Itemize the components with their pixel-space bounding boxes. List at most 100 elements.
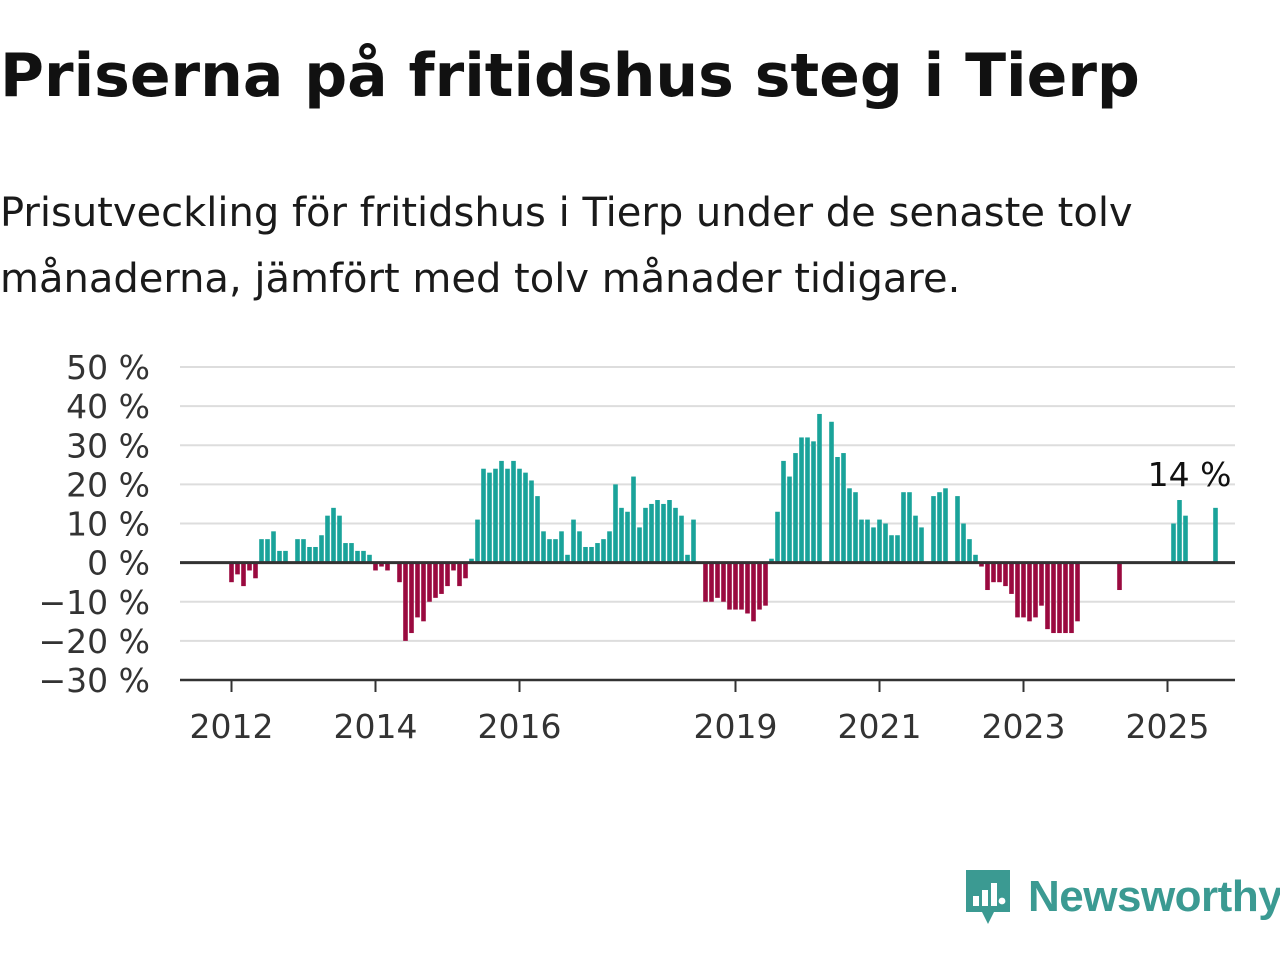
x-tick-label: 2016 xyxy=(478,707,562,746)
bar-positive xyxy=(517,468,522,563)
bar-negative xyxy=(421,562,426,622)
bar-negative xyxy=(709,562,714,602)
chart-subtitle: Prisutveckling för fritidshus i Tierp un… xyxy=(0,190,1133,302)
bar-positive xyxy=(691,519,696,563)
bar-positive xyxy=(919,527,924,563)
bar-positive xyxy=(523,472,528,563)
y-tick-label: 50 % xyxy=(66,348,150,387)
bar-negative xyxy=(373,562,378,571)
bar-negative xyxy=(1117,562,1122,591)
bar-positive xyxy=(1177,500,1182,563)
bar-chart: 50 %40 %30 %20 %10 %0 %−10 %−20 %−30 % 2… xyxy=(39,348,1235,746)
bar-negative xyxy=(463,562,468,579)
bar-positive xyxy=(967,539,972,563)
bar-negative xyxy=(757,562,762,610)
y-tick-label: 0 % xyxy=(87,544,150,583)
bar-positive xyxy=(319,535,324,563)
bar-positive xyxy=(859,519,864,563)
bar-negative xyxy=(1039,562,1044,606)
bar-negative xyxy=(241,562,246,587)
bar-positive xyxy=(637,527,642,563)
bar-positive xyxy=(931,496,936,563)
bar-positive xyxy=(469,558,474,563)
bar-positive xyxy=(883,523,888,563)
bar-positive xyxy=(331,507,336,563)
bar-positive xyxy=(295,539,300,563)
bar-positive xyxy=(853,492,858,563)
y-tick-label: 30 % xyxy=(66,426,150,465)
bar-positive xyxy=(511,460,516,563)
y-tick-label: 20 % xyxy=(66,465,150,504)
bar-positive xyxy=(505,468,510,563)
bar-positive xyxy=(265,539,270,563)
x-tick-label: 2019 xyxy=(694,707,778,746)
bar-negative xyxy=(1009,562,1014,594)
bar-positive xyxy=(913,515,918,563)
bar-negative xyxy=(433,562,438,598)
bar-positive xyxy=(301,539,306,563)
bar-positive xyxy=(619,507,624,563)
x-tick-label: 2023 xyxy=(982,707,1066,746)
bar-positive xyxy=(805,437,810,563)
bar-negative xyxy=(1063,562,1068,634)
bar-positive xyxy=(529,480,534,563)
x-tick-label: 2014 xyxy=(334,707,418,746)
bar-negative xyxy=(1015,562,1020,618)
bar-positive xyxy=(1171,523,1176,563)
y-tick-label: −30 % xyxy=(39,661,151,700)
bar-negative xyxy=(751,562,756,622)
bar-positive xyxy=(649,503,654,563)
bar-negative xyxy=(247,562,252,571)
bar-positive xyxy=(841,453,846,563)
bar-positive xyxy=(589,546,594,563)
bar-negative xyxy=(721,562,726,602)
bar-negative xyxy=(733,562,738,610)
bar-negative xyxy=(439,562,444,594)
brand-name: Newsworthy xyxy=(1028,872,1280,921)
bar-positive xyxy=(571,519,576,563)
bar-positive xyxy=(655,500,660,563)
bar-positive xyxy=(1213,507,1218,563)
bar-negative xyxy=(739,562,744,610)
bar-negative xyxy=(385,562,390,571)
bar-negative xyxy=(1075,562,1080,622)
bar-negative xyxy=(1021,562,1026,618)
y-tick-label: 10 % xyxy=(66,505,150,544)
bar-positive xyxy=(493,468,498,563)
bar-positive xyxy=(349,543,354,563)
bar-negative xyxy=(997,562,1002,583)
bar-positive xyxy=(361,550,366,563)
bar-positive xyxy=(889,535,894,563)
bar-negative xyxy=(235,562,240,575)
bar-positive xyxy=(577,531,582,563)
bar-positive xyxy=(955,496,960,563)
bar-negative xyxy=(403,562,408,641)
bar-negative xyxy=(1069,562,1074,634)
bar-negative xyxy=(427,562,432,602)
bar-negative xyxy=(991,562,996,583)
bar-positive xyxy=(961,523,966,563)
bar-positive xyxy=(541,531,546,563)
bar-positive xyxy=(787,476,792,563)
newsworthy-logo-icon xyxy=(966,870,1010,924)
bar-positive xyxy=(829,421,834,563)
bar-positive xyxy=(343,543,348,563)
y-tick-label: −20 % xyxy=(39,622,151,661)
bar-positive xyxy=(907,492,912,563)
bar-positive xyxy=(667,500,672,563)
y-tick-label: −10 % xyxy=(39,583,151,622)
bar-positive xyxy=(583,546,588,563)
bar-negative xyxy=(979,562,984,567)
bar-negative xyxy=(229,562,234,583)
bar-negative xyxy=(1027,562,1032,622)
bar-negative xyxy=(1045,562,1050,630)
bar-positive xyxy=(499,460,504,563)
bar-negative xyxy=(253,562,258,579)
bar-positive xyxy=(607,531,612,563)
bar-positive xyxy=(307,546,312,563)
bar-positive xyxy=(277,550,282,563)
bar-negative xyxy=(1051,562,1056,634)
bar-negative xyxy=(715,562,720,598)
bar-positive xyxy=(817,413,822,563)
bar-positive xyxy=(487,472,492,563)
